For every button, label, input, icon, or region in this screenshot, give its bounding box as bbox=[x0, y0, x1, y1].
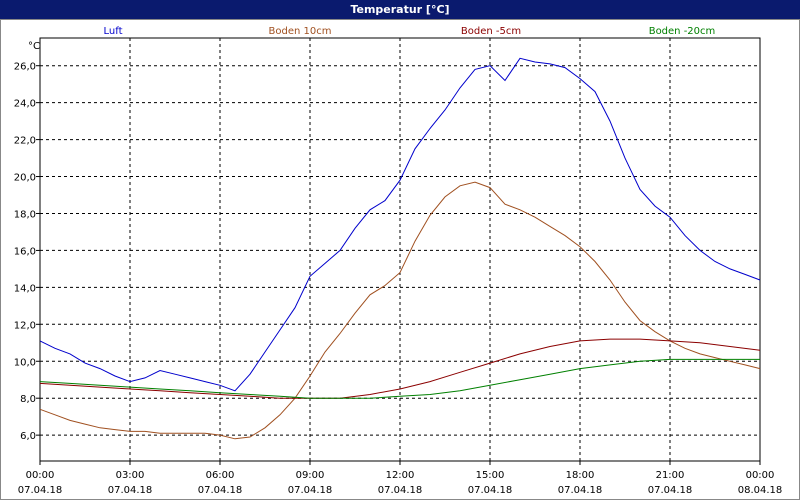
x-tick-time-label: 03:00 bbox=[116, 470, 145, 481]
series-line-boden-5cm bbox=[39, 338, 761, 399]
y-tick-label: 14,0 bbox=[14, 283, 36, 294]
legend-entry: Boden 10cm bbox=[269, 26, 332, 37]
x-tick-time-label: 12:00 bbox=[386, 470, 415, 481]
x-tick-time-label: 15:00 bbox=[476, 470, 505, 481]
x-tick-date-label: 07.04.18 bbox=[648, 485, 693, 496]
x-tick-time-label: 09:00 bbox=[296, 470, 325, 481]
y-tick-label: 24,0 bbox=[14, 99, 36, 110]
x-tick-time-label: 00:00 bbox=[26, 470, 55, 481]
y-axis-label: °C bbox=[28, 41, 40, 52]
y-tick-label: 6,0 bbox=[20, 431, 36, 442]
x-tick-time-label: 18:00 bbox=[566, 470, 595, 481]
x-tick-date-label: 07.04.18 bbox=[468, 485, 513, 496]
legend-entry: Boden -20cm bbox=[649, 26, 716, 37]
x-tick-date-label: 07.04.18 bbox=[108, 485, 153, 496]
x-tick-date-label: 08.04.18 bbox=[738, 485, 783, 496]
x-tick-time-label: 00:00 bbox=[746, 470, 775, 481]
y-tick-label: 8,0 bbox=[20, 394, 36, 405]
x-tick-date-label: 07.04.18 bbox=[18, 485, 63, 496]
x-tick-date-label: 07.04.18 bbox=[198, 485, 243, 496]
legend-entry: Boden -5cm bbox=[461, 26, 521, 37]
y-tick-label: 26,0 bbox=[14, 62, 36, 73]
series-line-boden-10cm bbox=[39, 181, 761, 440]
y-tick-label: 22,0 bbox=[14, 136, 36, 147]
y-tick-label: 16,0 bbox=[14, 246, 36, 257]
x-tick-time-label: 06:00 bbox=[206, 470, 235, 481]
x-tick-date-label: 07.04.18 bbox=[378, 485, 423, 496]
x-tick-date-label: 07.04.18 bbox=[558, 485, 603, 496]
series-line-boden-20cm bbox=[39, 358, 760, 399]
x-tick-time-label: 21:00 bbox=[656, 470, 685, 481]
series-line-luft bbox=[39, 57, 761, 392]
y-tick-label: 12,0 bbox=[14, 320, 36, 331]
y-tick-label: 18,0 bbox=[14, 209, 36, 220]
x-tick-date-label: 07.04.18 bbox=[288, 485, 333, 496]
y-tick-label: 20,0 bbox=[14, 173, 36, 184]
window-title: Temperatur [°C] bbox=[0, 0, 800, 19]
legend-entry: Luft bbox=[104, 26, 123, 37]
y-tick-label: 10,0 bbox=[14, 357, 36, 368]
